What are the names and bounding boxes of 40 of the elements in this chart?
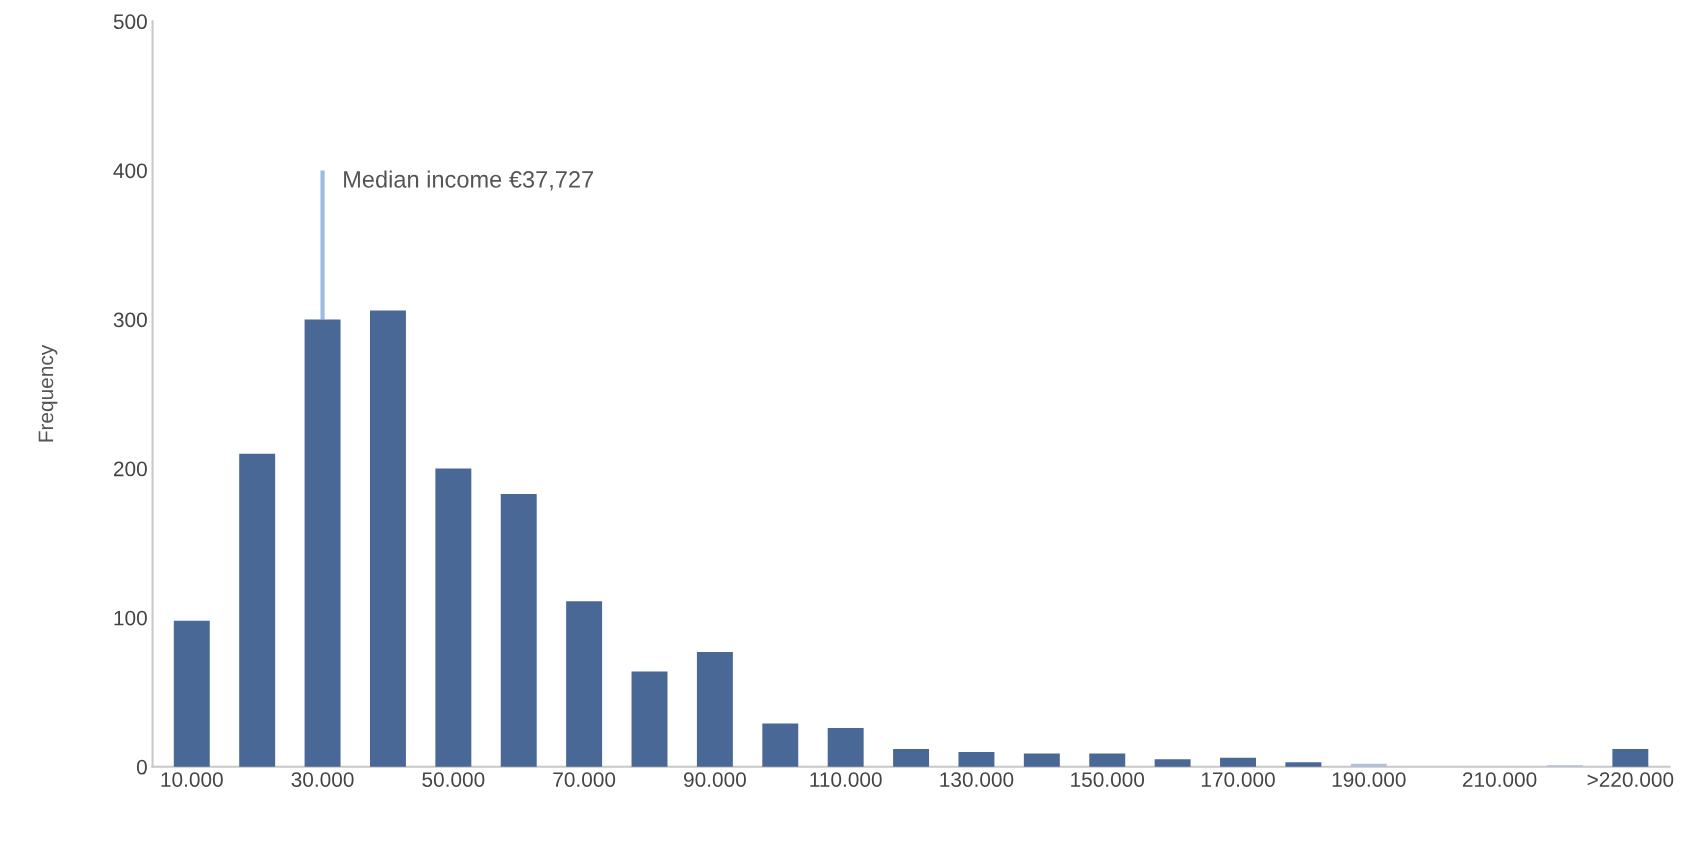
- y-tick-label: 0: [136, 759, 147, 775]
- x-tick-label: 30.000: [291, 772, 354, 787]
- y-tick-label: 300: [113, 312, 147, 328]
- bar: [239, 453, 276, 767]
- x-tick-label: 90.000: [684, 772, 746, 787]
- x-tick-label: 10.000: [161, 772, 223, 787]
- bar: [1350, 763, 1387, 767]
- bar: [631, 671, 668, 767]
- bar: [762, 723, 799, 767]
- bar: [500, 493, 537, 767]
- bar: [1023, 753, 1060, 767]
- bar: [1220, 757, 1256, 767]
- x-tick-label: 130.000: [940, 772, 1014, 787]
- bar: [1612, 748, 1649, 767]
- x-tick-label: >220.000: [1587, 772, 1674, 787]
- x-tick-label: 50.000: [422, 772, 485, 787]
- y-axis-title: Frequency: [38, 344, 58, 442]
- bar: [435, 468, 472, 767]
- bar: [1089, 753, 1126, 767]
- bar: [173, 620, 210, 767]
- bar: [1285, 762, 1322, 767]
- bar: [696, 651, 733, 767]
- ref-line-label: Median income €37,727: [344, 170, 594, 191]
- y-tick-label: 200: [113, 461, 147, 477]
- x-tick-label: 210.000: [1462, 772, 1537, 787]
- bar: [827, 728, 864, 767]
- y-tick-label: 400: [113, 163, 147, 179]
- x-tick-label: 170.000: [1201, 772, 1275, 787]
- x-tick-label: 110.000: [810, 772, 882, 787]
- x-tick-label: 190.000: [1332, 772, 1406, 787]
- y-tick-label: 100: [114, 610, 147, 626]
- bar: [958, 751, 995, 767]
- bar: [1154, 759, 1191, 767]
- x-tick-label: 150.000: [1071, 772, 1145, 787]
- bar: [369, 310, 406, 767]
- y-tick-label: 500: [113, 14, 147, 30]
- bar: [566, 601, 603, 767]
- bar: [304, 319, 341, 767]
- bar: [893, 748, 930, 767]
- x-tick-label: 70.000: [553, 772, 616, 787]
